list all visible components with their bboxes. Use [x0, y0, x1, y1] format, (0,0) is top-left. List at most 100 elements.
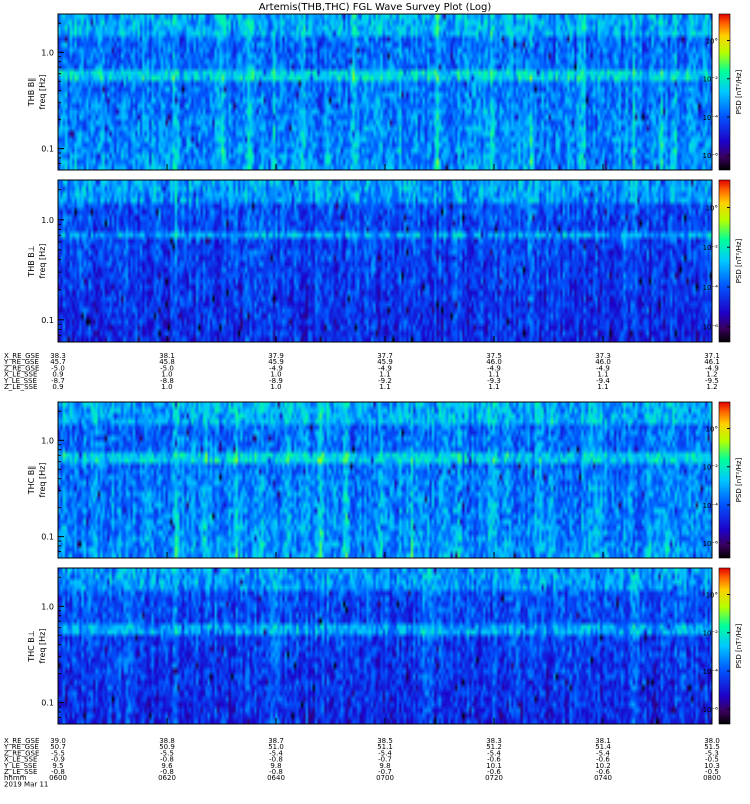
ephemeris-value: 37.3	[595, 352, 611, 360]
ephemeris-value: -4.9	[269, 364, 283, 372]
colorbar-tick-label: 10⁻⁴	[703, 668, 719, 676]
colorbar-tick-label: 10⁻⁴	[703, 284, 719, 292]
ephemeris-value: 0.9	[52, 383, 63, 391]
colorbar-label: PSD [nT²/Hz]	[735, 69, 743, 114]
ephemeris-value: 0800	[703, 774, 721, 782]
ephemeris-label: X_LE_SSE	[4, 756, 37, 764]
ephemeris-value: -4.9	[378, 364, 392, 372]
colorbar-tick-label: 10⁻²	[703, 464, 719, 472]
ephemeris-value: 37.1	[704, 352, 720, 360]
colorbar-tick-label: 10⁻⁶	[703, 540, 719, 548]
ephemeris-value: 39.0	[50, 737, 66, 745]
y-tick-label: 1.0	[41, 216, 54, 225]
ephemeris-value: -9.4	[596, 377, 610, 385]
colorbar-label: PSD [nT²/Hz]	[735, 238, 743, 283]
y-tick-label: 1.0	[41, 602, 54, 611]
ephemeris-value: 9.6	[161, 762, 173, 770]
colorbar-tick-label: 10⁻⁴	[703, 502, 719, 510]
ephemeris-value: 10.1	[486, 762, 502, 770]
ephemeris-value: 0700	[376, 774, 394, 782]
ephemeris-value: 0.9	[52, 371, 63, 379]
colorbar-tick-label: 10⁻²	[703, 76, 719, 84]
ephemeris-value: -8.9	[269, 377, 283, 385]
ephemeris-value: -0.9	[51, 756, 65, 764]
ephemeris-value: -5.4	[378, 749, 392, 757]
ephemeris-value: 45.9	[268, 358, 284, 366]
ephemeris-label: X_RE_GSE	[4, 737, 39, 745]
ephemeris-value: -0.8	[269, 756, 283, 764]
ephemeris-value: -0.6	[487, 768, 501, 776]
ephemeris-value: -5.4	[269, 749, 283, 757]
spectrogram-image	[58, 14, 712, 170]
ephemeris-value: -5.0	[51, 364, 65, 372]
ephemeris-label: Z_RE_GSE	[4, 749, 39, 757]
ephemeris-value: 1.1	[597, 371, 608, 379]
ephemeris-value: -5.4	[596, 749, 610, 757]
colorbar-tick-label: 10⁻²	[703, 630, 719, 638]
ephemeris-value: 46.0	[486, 358, 502, 366]
ephemeris-value: 50.9	[159, 743, 175, 751]
ephemeris-value: 37.5	[486, 352, 502, 360]
ephemeris-value: 38.3	[486, 737, 502, 745]
ephemeris-value: 51.1	[377, 743, 393, 751]
ephemeris-value: 38.5	[377, 737, 393, 745]
ephemeris-value: 9.5	[52, 762, 63, 770]
ephemeris-value: 1.1	[379, 383, 390, 391]
colorbar-tick-label: 10⁻⁶	[703, 152, 719, 160]
ephemeris-value: -0.8	[160, 768, 174, 776]
ephemeris-value: 10.3	[704, 762, 720, 770]
ephemeris-value: 0620	[158, 774, 176, 782]
ephemeris-label: Z_RE_GSE	[4, 364, 39, 372]
ephemeris-value: 51.0	[268, 743, 284, 751]
ephemeris-label: Y_LE_SSE	[3, 377, 37, 385]
ephemeris-value: 45.7	[50, 358, 66, 366]
ephemeris-label: 2019 Mar 11	[4, 780, 48, 788]
y-tick-label: 1.0	[41, 48, 54, 57]
ephemeris-value: 9.8	[379, 762, 390, 770]
ephemeris-value: 45.8	[159, 358, 175, 366]
ephemeris-value: -0.8	[160, 756, 174, 764]
colorbar-tick-label: 10°	[706, 592, 718, 600]
ephemeris-value: -4.9	[487, 364, 501, 372]
ephemeris-value: -0.8	[51, 768, 65, 776]
colorbar-tick-label: 10°	[706, 426, 718, 434]
ephemeris-value: 1.0	[161, 383, 172, 391]
spectrogram-panel: 1.0 0.1 THC B⊥ freq [Hz] 10° 10⁻² 10⁻⁴ 10⁻⁶ PSD …	[27, 567, 743, 725]
y-tick-label: 1.0	[41, 436, 54, 445]
ephemeris-value: 51.2	[486, 743, 502, 751]
y-axis-unit: freq [Hz]	[38, 244, 47, 279]
colorbar-tick-label: 10°	[706, 205, 718, 213]
y-axis-label: THB B⊥	[27, 245, 36, 277]
colorbar	[718, 567, 731, 725]
ephemeris-thb: X_RE_GSE 38.3 38.1 37.9 37.7 37.5 37.3 37.1 Y_RE…	[3, 352, 720, 391]
ephemeris-label: Z_LE_SSE	[4, 383, 37, 391]
spectrogram-panel: 1.0 0.1 THB B∥ freq [Hz] 10° 10⁻² 10⁻⁴ 10⁻⁶ PSD …	[27, 13, 743, 171]
y-axis-label: THC B∥	[27, 466, 36, 496]
ephemeris-label: Y_RE_GSE	[3, 358, 39, 366]
plot-title: Artemis(THB,THC) FGL Wave Survey Plot (L…	[259, 2, 492, 13]
y-axis-unit: freq [Hz]	[38, 75, 47, 110]
spectrogram-panel: 1.0 0.1 THB B⊥ freq [Hz] 10° 10⁻² 10⁻⁴ 10⁻⁶ PSD …	[27, 179, 743, 343]
y-tick-label: 0.1	[41, 145, 54, 154]
ephemeris-value: 1.2	[706, 371, 717, 379]
ephemeris-value: -8.7	[51, 377, 65, 385]
ephemeris-value: 37.9	[268, 352, 284, 360]
ephemeris-value: 38.1	[595, 737, 611, 745]
colorbar-label: PSD [nT²/Hz]	[735, 457, 743, 502]
ephemeris-value: 1.0	[270, 383, 281, 391]
ephemeris-label: X_LE_SSE	[4, 371, 37, 379]
ephemeris-value: -0.7	[378, 768, 392, 776]
ephemeris-value: -5.4	[487, 749, 501, 757]
ephemeris-value: 46.0	[595, 358, 611, 366]
spectrogram-panel: 1.0 0.1 THC B∥ freq [Hz] 10° 10⁻² 10⁻⁴ 10⁻⁶ PSD …	[27, 401, 743, 559]
ephemeris-value: 50.7	[50, 743, 66, 751]
colorbar-tick-label: 10⁻⁶	[703, 706, 719, 714]
ephemeris-value: 0640	[267, 774, 285, 782]
ephemeris-value: -9.5	[705, 377, 719, 385]
ephemeris-value: 1.1	[488, 371, 499, 379]
ephemeris-value: -5.3	[705, 749, 719, 757]
y-axis-label: THC B⊥	[27, 630, 36, 663]
